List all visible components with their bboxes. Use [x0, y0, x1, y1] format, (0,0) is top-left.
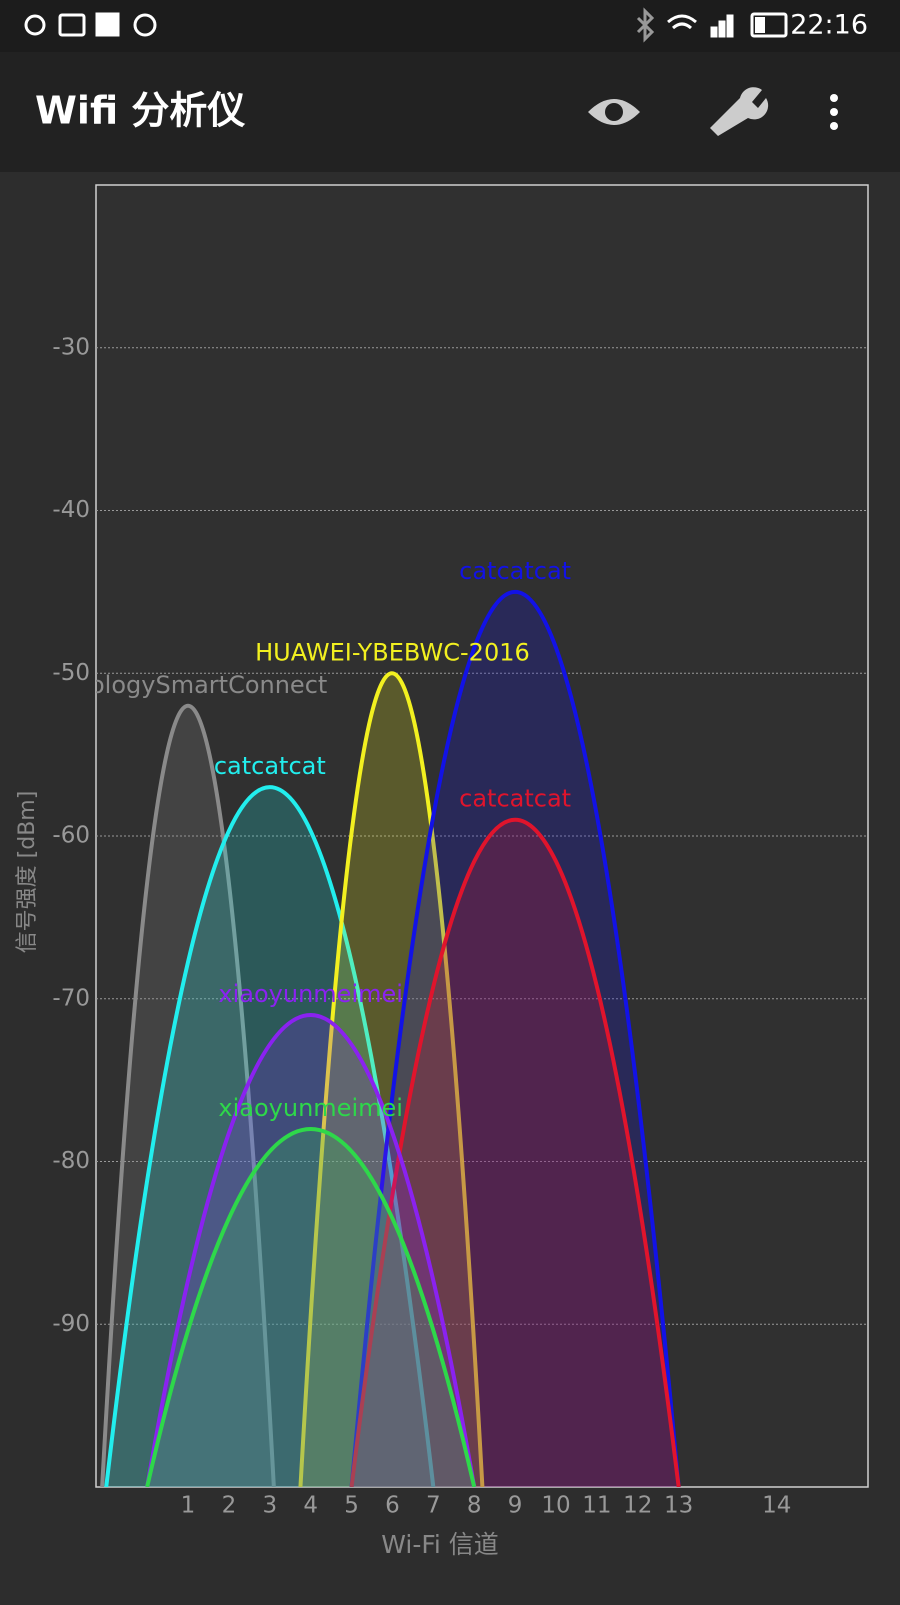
- x-axis-title: Wi-Fi 信道: [381, 1530, 499, 1559]
- x-tick-label: 8: [467, 1493, 482, 1519]
- signal-curve: [145, 1127, 477, 1487]
- menu-button[interactable]: [830, 94, 838, 130]
- network-label: catcatcat: [214, 752, 326, 780]
- x-tick-label: 10: [541, 1493, 570, 1519]
- network-label: catcatcat: [459, 557, 571, 585]
- y-tick-label: -50: [52, 660, 90, 686]
- x-tick-label: 13: [664, 1493, 693, 1519]
- x-tick-label: 5: [344, 1493, 359, 1519]
- network-label: HUAWEI-YBEBWC-2016: [255, 638, 530, 666]
- signal-curve: [298, 671, 485, 1487]
- signal-curve: [145, 1013, 477, 1487]
- y-tick-label: -40: [52, 497, 90, 523]
- x-tick-label: 14: [762, 1493, 791, 1519]
- x-tick-label: 3: [262, 1493, 277, 1519]
- network-label: ologySmartConnect: [90, 671, 327, 699]
- x-tick-label: 4: [303, 1493, 318, 1519]
- x-tick-label: 6: [385, 1493, 400, 1519]
- status-icons: [24, 7, 788, 43]
- y-tick-label: -30: [52, 334, 90, 360]
- network-label: catcatcat: [459, 785, 571, 813]
- signal-curve: [104, 785, 436, 1487]
- app-title: Wifi 分析仪: [35, 89, 245, 133]
- signal-curve: [349, 817, 681, 1487]
- settings-button[interactable]: [710, 87, 769, 136]
- clock: 22:16: [790, 10, 868, 41]
- y-tick-label: -70: [52, 985, 90, 1011]
- network-label: xiaoyunmeimei: [218, 980, 403, 1008]
- network-label: xiaoyunmeimei: [218, 1094, 403, 1122]
- x-tick-label: 12: [623, 1493, 652, 1519]
- signal-curve: [349, 590, 681, 1487]
- eye-button[interactable]: [588, 99, 640, 125]
- y-tick-label: -80: [52, 1148, 90, 1174]
- x-tick-label: 2: [222, 1493, 237, 1519]
- x-tick-label: 9: [508, 1493, 523, 1519]
- x-tick-label: 1: [181, 1493, 196, 1519]
- status-bar: [0, 0, 900, 52]
- x-tick-label: 7: [426, 1493, 441, 1519]
- y-axis-title: 信号强度 [dBm]: [15, 791, 40, 954]
- y-tick-label: -90: [52, 1311, 90, 1337]
- x-tick-label: 11: [582, 1493, 611, 1519]
- y-tick-label: -60: [52, 823, 90, 849]
